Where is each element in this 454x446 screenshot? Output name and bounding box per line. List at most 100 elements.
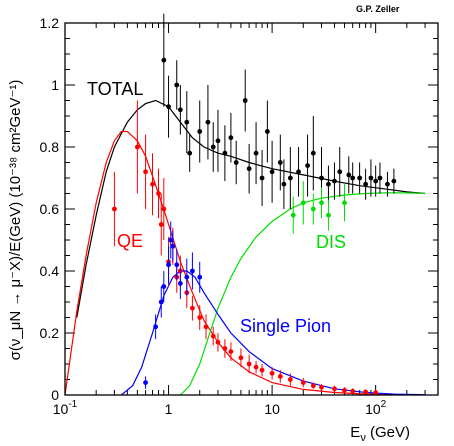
data-point: [373, 178, 379, 184]
data-point: [156, 191, 161, 196]
data-point: [161, 57, 167, 63]
data-point: [259, 367, 265, 373]
x-tick-label: 10: [264, 401, 280, 417]
data-point: [363, 389, 369, 395]
data-point: [277, 160, 283, 165]
curve-dis: [179, 192, 426, 396]
data-point: [161, 206, 167, 212]
data-point: [143, 380, 148, 385]
data-point: [385, 181, 390, 187]
data-point: [337, 169, 343, 175]
curve-total: [76, 99, 426, 318]
data-point: [222, 346, 228, 351]
data-point: [342, 387, 347, 393]
data-point: [319, 384, 324, 390]
data-point: [197, 315, 203, 320]
data-point: [190, 305, 195, 311]
data-point: [346, 172, 352, 178]
data-point: [246, 361, 252, 367]
data-point: [281, 181, 287, 187]
data-point: [332, 178, 337, 184]
data-point: [326, 181, 331, 187]
data-point: [177, 107, 183, 113]
data-point: [166, 104, 171, 110]
data-point: [222, 150, 228, 156]
data-point: [357, 175, 363, 181]
data-point: [190, 268, 195, 274]
y-tick-label: 0.6: [40, 201, 60, 217]
y-tick-label: 0.8: [40, 139, 60, 155]
data-point: [210, 144, 216, 150]
data-point: [310, 383, 316, 389]
data-point: [296, 169, 301, 175]
data-point: [253, 150, 259, 156]
series-label-qe: QE: [117, 231, 143, 251]
x-tick-label: 102: [365, 399, 387, 417]
y-tick-label: 0.4: [40, 263, 60, 279]
data-point: [238, 355, 244, 361]
data-point: [287, 175, 293, 181]
data-point: [269, 169, 275, 175]
data-point: [168, 237, 174, 243]
data-point: [319, 175, 324, 181]
y-tick-label: 1: [51, 77, 59, 93]
data-point: [300, 200, 306, 206]
data-point: [228, 349, 234, 354]
data-point: [161, 284, 167, 289]
data-point: [368, 175, 374, 181]
data-point: [112, 206, 117, 212]
data-point: [300, 380, 306, 385]
data-point: [332, 386, 337, 392]
data-point: [259, 175, 265, 181]
x-tick-label: 1: [165, 401, 173, 417]
data-point: [184, 119, 190, 125]
data-point: [174, 82, 180, 88]
data-point: [134, 144, 140, 150]
data-point: [158, 222, 164, 227]
plot-frame: [64, 22, 439, 396]
series-label-single-pion: Single Pion: [240, 316, 331, 336]
data-point: [184, 274, 190, 280]
data-point: [363, 181, 369, 187]
data-point: [215, 138, 221, 144]
data-point: [287, 377, 293, 382]
data-point: [210, 333, 216, 339]
data-point: [290, 212, 296, 218]
curve-qe: [64, 130, 394, 396]
data-point: [391, 178, 397, 184]
y-axis-title: σ(ν_μN → μ⁻X)/E(GeV) (10⁻³⁸ cm²GeV⁻¹): [7, 80, 24, 361]
data-point: [269, 370, 275, 376]
data-point: [373, 390, 379, 395]
data-point: [342, 200, 347, 206]
data-point: [170, 243, 176, 249]
y-tick-label: 0.2: [40, 325, 60, 341]
axes-layer: [64, 22, 439, 396]
data-point: [177, 281, 183, 286]
data-point: [158, 299, 164, 305]
data-point: [233, 160, 239, 165]
data-point: [350, 175, 356, 181]
data-point: [143, 169, 148, 175]
data-point: [153, 324, 159, 330]
data-point: [174, 262, 180, 268]
data-point: [228, 135, 234, 141]
series-label-dis: DIS: [316, 232, 346, 252]
data-point: [187, 150, 193, 156]
author-credit: G.P. Zeller: [356, 4, 400, 14]
data-point: [305, 163, 310, 169]
data-point: [197, 129, 203, 134]
data-point: [150, 181, 155, 187]
data-point: [246, 166, 252, 172]
series-label-total: TOTAL: [87, 79, 143, 99]
data-point: [166, 262, 171, 268]
data-point: [326, 212, 331, 218]
data-point: [377, 175, 383, 181]
data-point: [253, 364, 259, 370]
y-tick-label: 1.2: [40, 15, 60, 31]
x-tick-label: 10-1: [53, 399, 78, 417]
data-point: [205, 119, 211, 125]
data-point: [264, 129, 270, 134]
data-point: [197, 274, 203, 280]
data-point: [350, 388, 356, 394]
